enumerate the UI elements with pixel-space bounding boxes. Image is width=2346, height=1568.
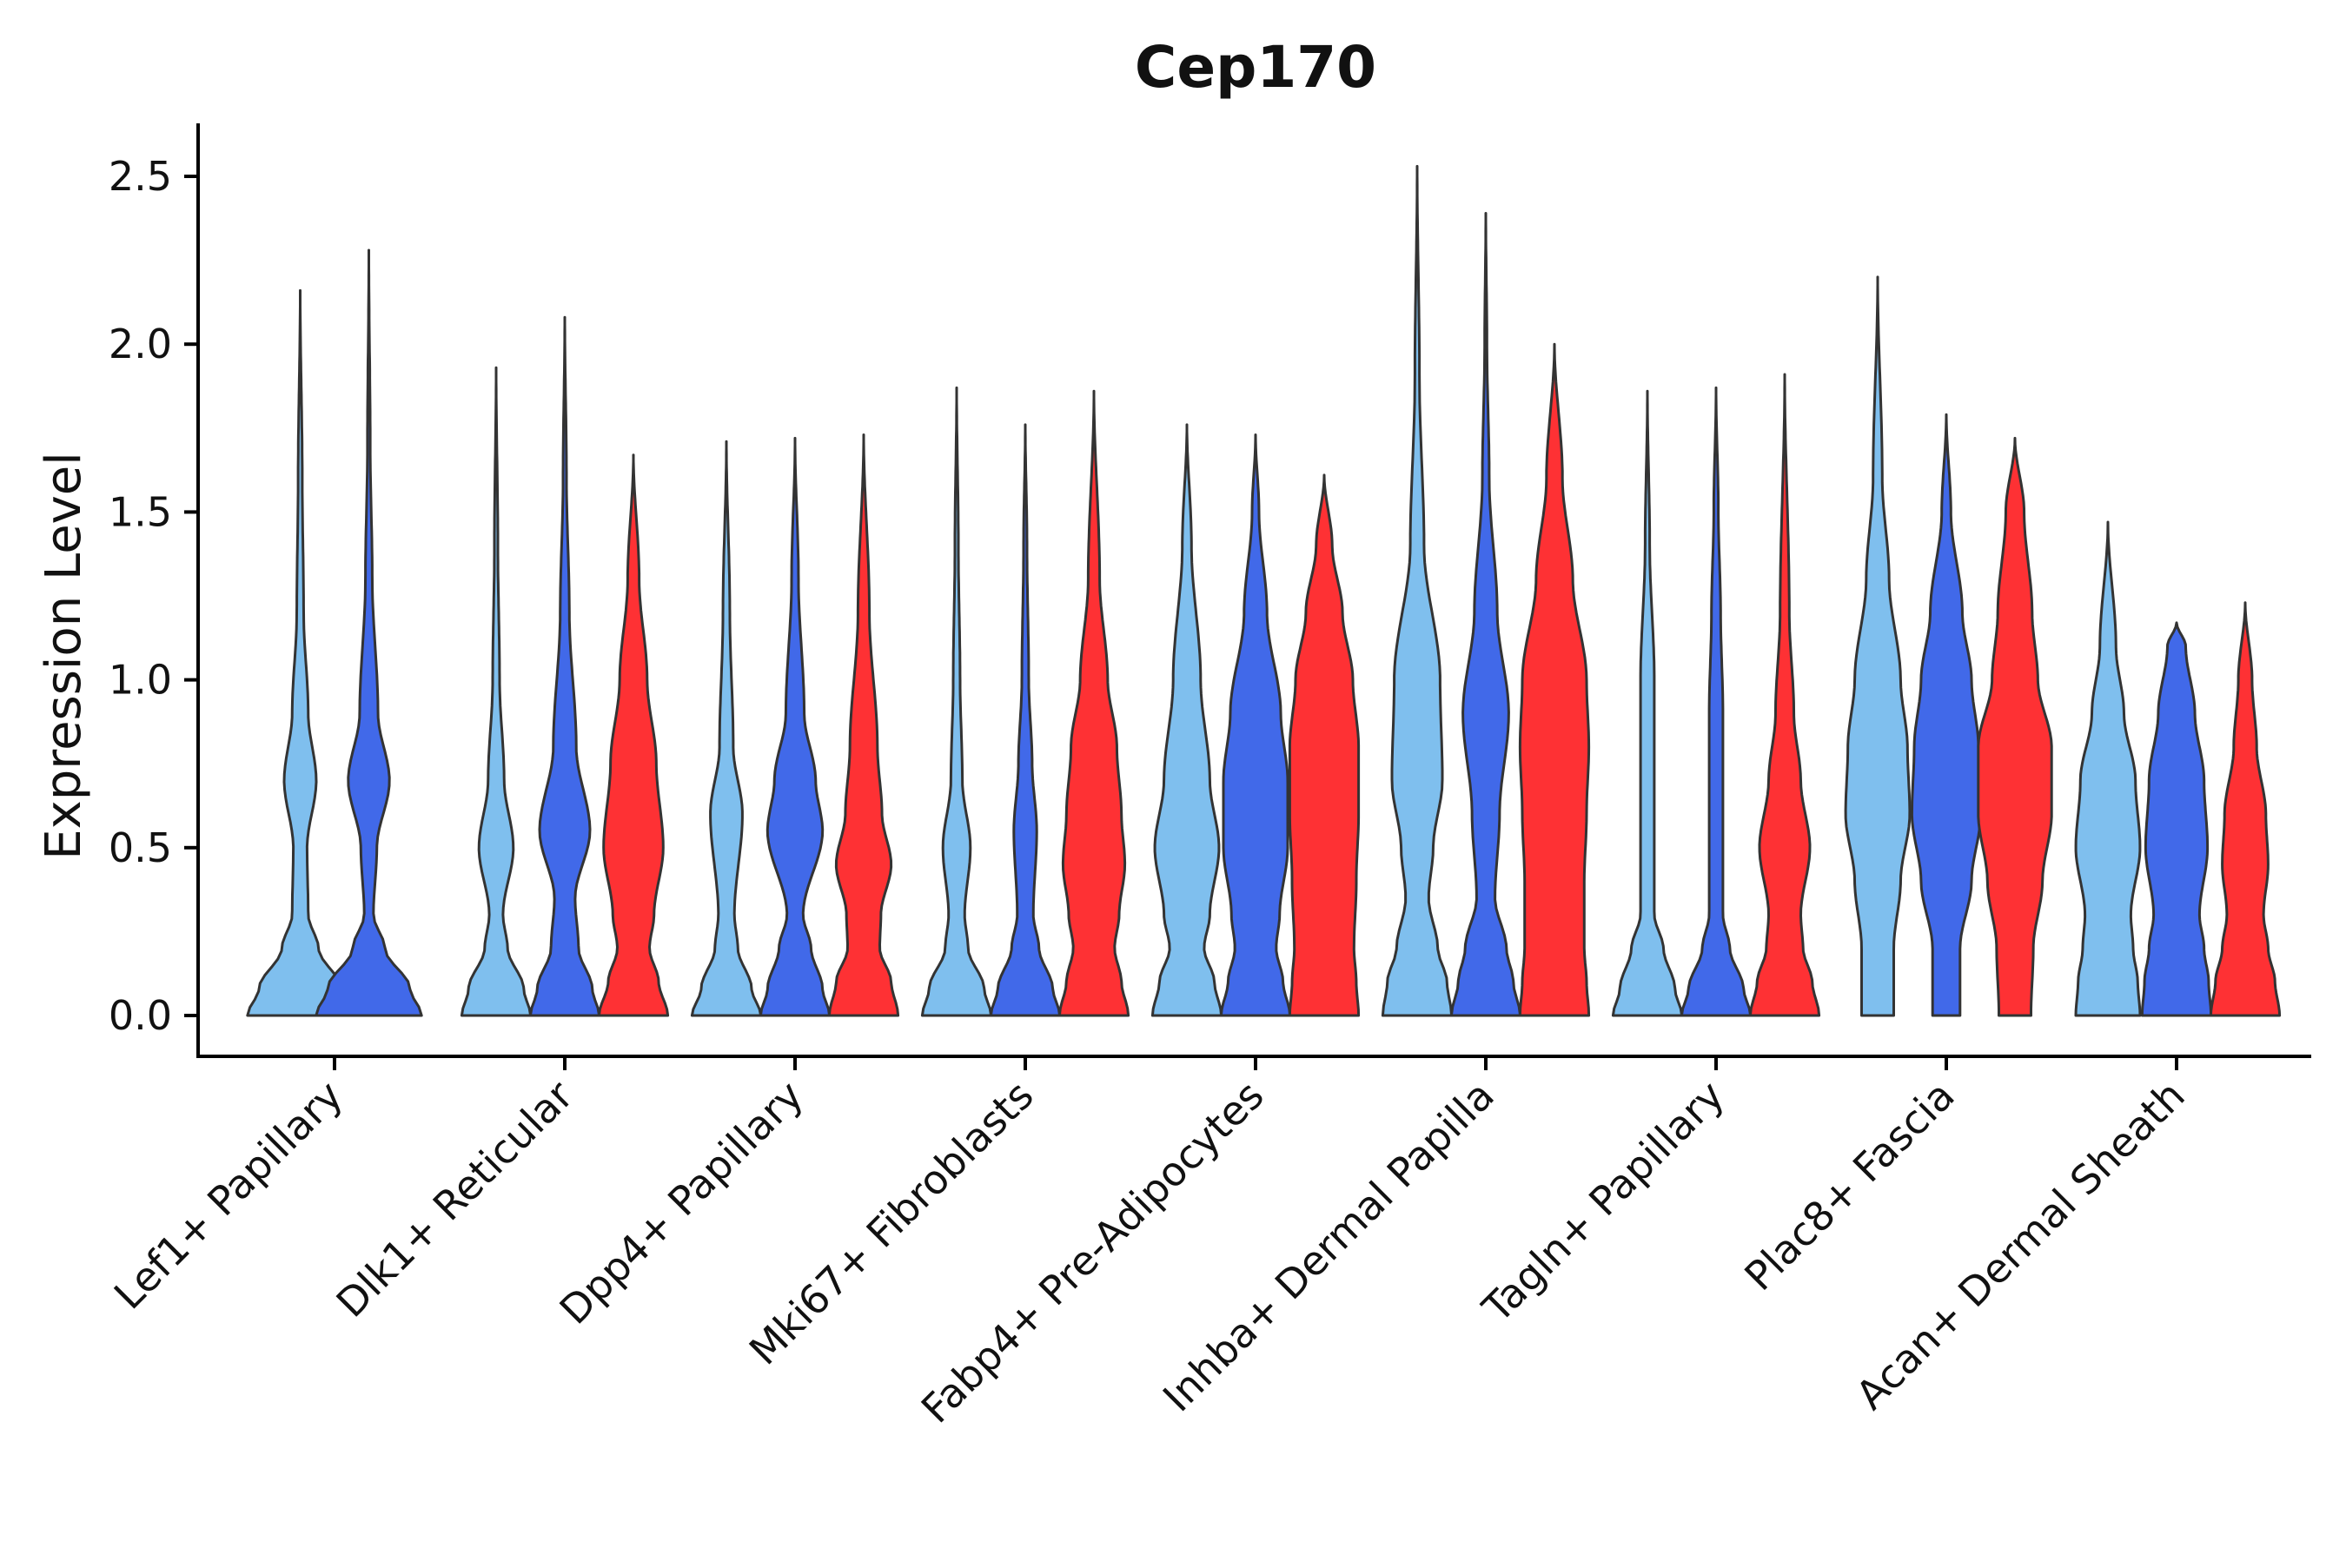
violin-group-1	[920, 386, 993, 1017]
y-tick-label: 1.5	[109, 488, 172, 535]
y-tick-label: 2.5	[109, 153, 172, 200]
violin-group-2	[528, 315, 601, 1017]
violin-group-3	[2209, 601, 2282, 1017]
violin-group-2	[989, 423, 1062, 1017]
violin-group-3	[1977, 436, 2053, 1017]
y-tick-label: 0.0	[109, 992, 172, 1039]
y-axis-label: Expression Level	[36, 452, 92, 860]
violin-group-3	[827, 433, 900, 1017]
violin-group-3	[1518, 342, 1591, 1017]
x-category-label: Dlk1+ Reticular	[328, 1072, 582, 1327]
violin-group-3	[1288, 473, 1361, 1017]
violin-group-2	[1449, 212, 1522, 1017]
x-category-label: Tagln+ Papillary	[1473, 1072, 1733, 1333]
violin-group-2	[759, 436, 832, 1017]
y-tick-label: 1.0	[109, 657, 172, 704]
x-category-label: Plac8+ Fascia	[1735, 1072, 1963, 1300]
violin-group-3	[1748, 373, 1821, 1017]
violin-group-3	[597, 453, 670, 1017]
chart-title: Cep170	[1135, 34, 1376, 101]
y-tick-label: 2.0	[109, 321, 172, 367]
violin-group-2	[1680, 386, 1753, 1017]
violin-group-2	[315, 248, 423, 1017]
x-category-label: Dpp4+ Papillary	[551, 1072, 812, 1333]
violin-group-1	[1381, 164, 1454, 1017]
violin-group-3	[1057, 389, 1130, 1017]
violin-group-1	[690, 440, 763, 1017]
violin-group-1	[1844, 275, 1912, 1017]
violin-group-1	[2074, 520, 2142, 1017]
violin-group-1	[460, 366, 533, 1017]
violin-group-2	[1219, 433, 1292, 1017]
violin-group-1	[246, 288, 355, 1017]
x-category-label: Lef1+ Papillary	[105, 1072, 352, 1319]
violin-group-1	[1611, 389, 1684, 1017]
violin-group-2	[2140, 621, 2213, 1017]
violin-group-2	[1910, 413, 1983, 1017]
y-tick-label: 0.5	[109, 824, 172, 871]
violin-group-1	[1150, 423, 1223, 1017]
